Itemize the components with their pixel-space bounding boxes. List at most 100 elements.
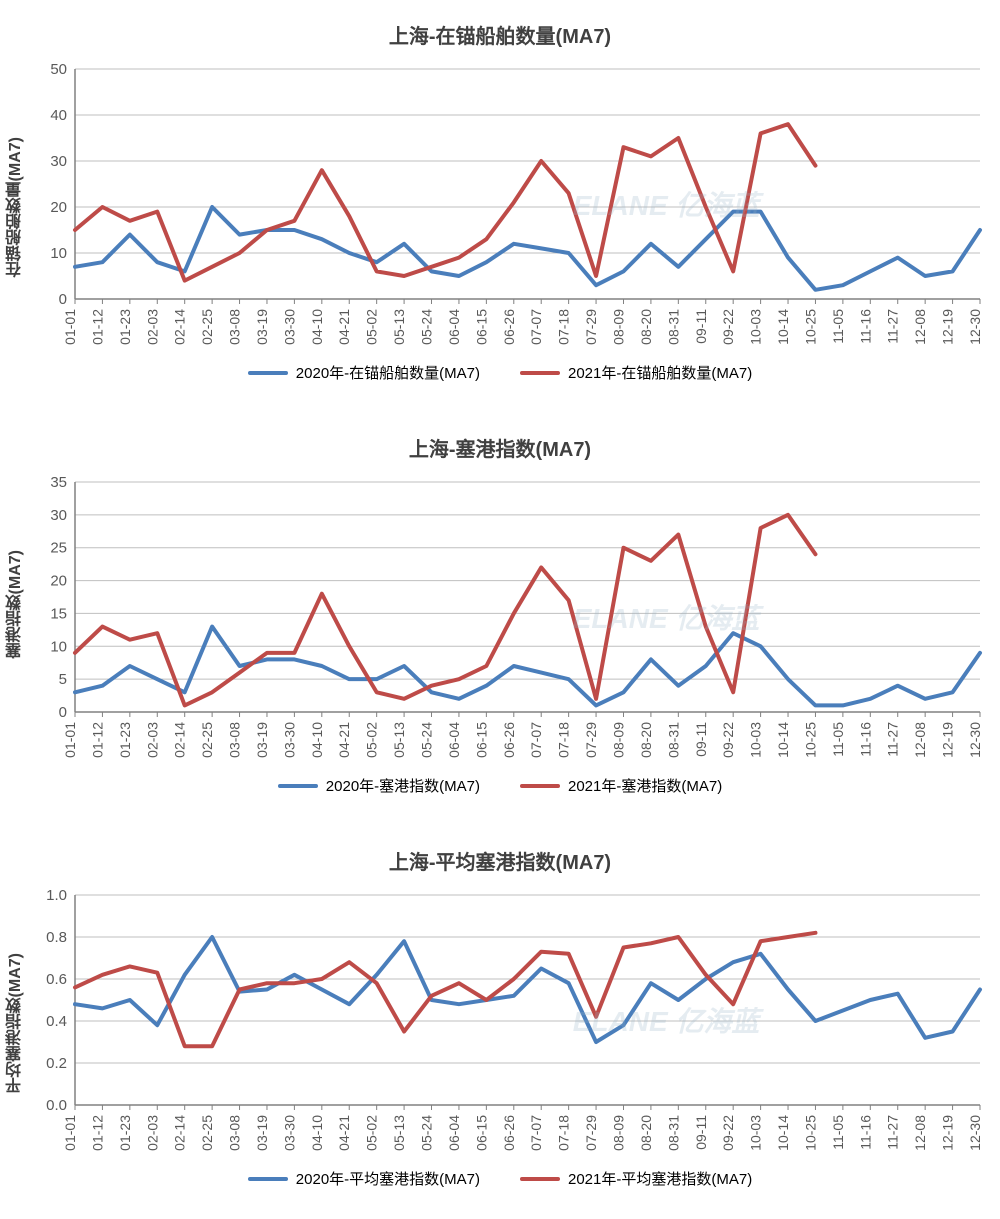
legend: 2020年-塞港指数(MA7) 2021年-塞港指数(MA7) xyxy=(0,767,1000,816)
legend-swatch-2020 xyxy=(248,1177,288,1181)
plot-area: 平均塞港指数(MA7) ELANE 亿海蓝 0.00.20.40.60.81.0… xyxy=(0,885,1000,1160)
svg-text:11-16: 11-16 xyxy=(857,722,873,757)
svg-text:35: 35 xyxy=(50,474,67,491)
svg-text:10-14: 10-14 xyxy=(775,722,791,758)
svg-text:12-19: 12-19 xyxy=(940,722,956,758)
svg-text:07-07: 07-07 xyxy=(528,309,544,345)
svg-text:02-25: 02-25 xyxy=(199,309,215,345)
svg-text:02-03: 02-03 xyxy=(144,1115,160,1151)
svg-text:08-31: 08-31 xyxy=(665,1115,681,1151)
svg-text:09-11: 09-11 xyxy=(693,1115,709,1150)
legend-swatch-2021 xyxy=(520,784,560,788)
svg-text:03-08: 03-08 xyxy=(227,309,243,345)
svg-text:03-30: 03-30 xyxy=(281,1115,297,1151)
svg-text:07-29: 07-29 xyxy=(583,722,599,758)
legend-item-2020: 2020年-在锚船舶数量(MA7) xyxy=(248,362,480,383)
svg-text:08-09: 08-09 xyxy=(610,1115,626,1151)
svg-text:30: 30 xyxy=(50,507,67,524)
svg-text:06-26: 06-26 xyxy=(501,1115,517,1151)
svg-text:12-30: 12-30 xyxy=(967,722,983,758)
svg-text:01-12: 01-12 xyxy=(89,309,105,345)
svg-text:10-25: 10-25 xyxy=(802,722,818,758)
svg-text:01-23: 01-23 xyxy=(117,309,133,345)
svg-text:02-25: 02-25 xyxy=(199,722,215,758)
svg-text:08-09: 08-09 xyxy=(610,722,626,758)
y-axis-label: 在锚船舶数量(MA7) xyxy=(4,137,28,277)
svg-text:05-13: 05-13 xyxy=(391,1115,407,1151)
svg-text:01-12: 01-12 xyxy=(89,1115,105,1151)
svg-text:12-19: 12-19 xyxy=(940,1115,956,1151)
legend-swatch-2021 xyxy=(520,1177,560,1181)
svg-text:10-14: 10-14 xyxy=(775,1115,791,1151)
svg-text:02-14: 02-14 xyxy=(172,309,188,345)
y-axis-label: 塞港指数(MA7) xyxy=(4,550,28,658)
svg-text:04-10: 04-10 xyxy=(309,309,325,345)
svg-text:20: 20 xyxy=(50,573,67,590)
svg-text:12-19: 12-19 xyxy=(940,309,956,345)
legend-swatch-2021 xyxy=(520,371,560,375)
chart-title: 上海-在锚船舶数量(MA7) xyxy=(0,0,1000,59)
svg-text:20: 20 xyxy=(50,199,67,216)
legend-item-2020: 2020年-平均塞港指数(MA7) xyxy=(248,1168,480,1189)
svg-text:09-22: 09-22 xyxy=(720,309,736,345)
svg-text:02-14: 02-14 xyxy=(172,1115,188,1151)
y-axis-label: 平均塞港指数(MA7) xyxy=(4,953,28,1093)
svg-text:01-01: 01-01 xyxy=(62,722,78,758)
svg-text:10-14: 10-14 xyxy=(775,309,791,345)
svg-text:12-30: 12-30 xyxy=(967,309,983,345)
svg-text:07-18: 07-18 xyxy=(556,722,572,758)
svg-text:06-26: 06-26 xyxy=(501,722,517,758)
svg-text:11-05: 11-05 xyxy=(830,722,846,757)
svg-text:12-30: 12-30 xyxy=(967,1115,983,1151)
series-2021 xyxy=(75,933,815,1046)
legend-swatch-2020 xyxy=(248,371,288,375)
svg-text:0.4: 0.4 xyxy=(46,1013,67,1030)
svg-text:02-03: 02-03 xyxy=(144,309,160,345)
svg-text:05-24: 05-24 xyxy=(419,1115,435,1151)
svg-text:04-10: 04-10 xyxy=(309,722,325,758)
svg-text:07-07: 07-07 xyxy=(528,722,544,758)
legend-item-2021: 2021年-塞港指数(MA7) xyxy=(520,775,722,796)
legend-swatch-2020 xyxy=(278,784,318,788)
series-2021 xyxy=(75,515,815,706)
legend: 2020年-平均塞港指数(MA7) 2021年-平均塞港指数(MA7) xyxy=(0,1160,1000,1209)
svg-text:07-07: 07-07 xyxy=(528,1115,544,1151)
legend: 2020年-在锚船舶数量(MA7) 2021年-在锚船舶数量(MA7) xyxy=(0,354,1000,403)
plot-area: 在锚船舶数量(MA7) ELANE 亿海蓝 01020304050 01-010… xyxy=(0,59,1000,354)
series-2020 xyxy=(75,207,980,290)
svg-text:04-10: 04-10 xyxy=(309,1115,325,1151)
plot-area: 塞港指数(MA7) ELANE 亿海蓝 05101520253035 01-01… xyxy=(0,472,1000,767)
chart-svg: 0.00.20.40.60.81.0 01-0101-1201-2302-030… xyxy=(0,885,1000,1160)
legend-label-2020: 2020年-平均塞港指数(MA7) xyxy=(296,1168,480,1189)
svg-text:02-14: 02-14 xyxy=(172,722,188,758)
svg-text:05-02: 05-02 xyxy=(364,1115,380,1151)
svg-text:03-08: 03-08 xyxy=(227,1115,243,1151)
svg-text:10-03: 10-03 xyxy=(748,1115,764,1151)
svg-text:06-15: 06-15 xyxy=(473,309,489,345)
svg-text:04-21: 04-21 xyxy=(336,1115,352,1151)
svg-text:05-13: 05-13 xyxy=(391,309,407,345)
chart-title: 上海-平均塞港指数(MA7) xyxy=(0,826,1000,885)
svg-text:5: 5 xyxy=(59,671,67,688)
svg-text:50: 50 xyxy=(50,61,67,78)
svg-text:01-01: 01-01 xyxy=(62,1115,78,1151)
svg-text:40: 40 xyxy=(50,107,67,124)
svg-text:11-27: 11-27 xyxy=(885,1115,901,1150)
svg-text:0.0: 0.0 xyxy=(46,1097,67,1114)
svg-text:01-23: 01-23 xyxy=(117,1115,133,1151)
svg-text:0.2: 0.2 xyxy=(46,1055,67,1072)
chart-panel-anchor: 上海-在锚船舶数量(MA7) 在锚船舶数量(MA7) ELANE 亿海蓝 010… xyxy=(0,0,1000,403)
svg-text:11-05: 11-05 xyxy=(830,1115,846,1150)
svg-text:08-20: 08-20 xyxy=(638,722,654,758)
svg-text:25: 25 xyxy=(50,540,67,557)
legend-item-2020: 2020年-塞港指数(MA7) xyxy=(278,775,480,796)
legend-item-2021: 2021年-平均塞港指数(MA7) xyxy=(520,1168,752,1189)
svg-text:09-22: 09-22 xyxy=(720,1115,736,1151)
svg-text:05-24: 05-24 xyxy=(419,722,435,758)
svg-text:03-08: 03-08 xyxy=(227,722,243,758)
svg-text:08-31: 08-31 xyxy=(665,309,681,345)
svg-text:07-29: 07-29 xyxy=(583,1115,599,1151)
svg-text:0.8: 0.8 xyxy=(46,929,67,946)
svg-text:09-22: 09-22 xyxy=(720,722,736,758)
svg-text:0.6: 0.6 xyxy=(46,971,67,988)
